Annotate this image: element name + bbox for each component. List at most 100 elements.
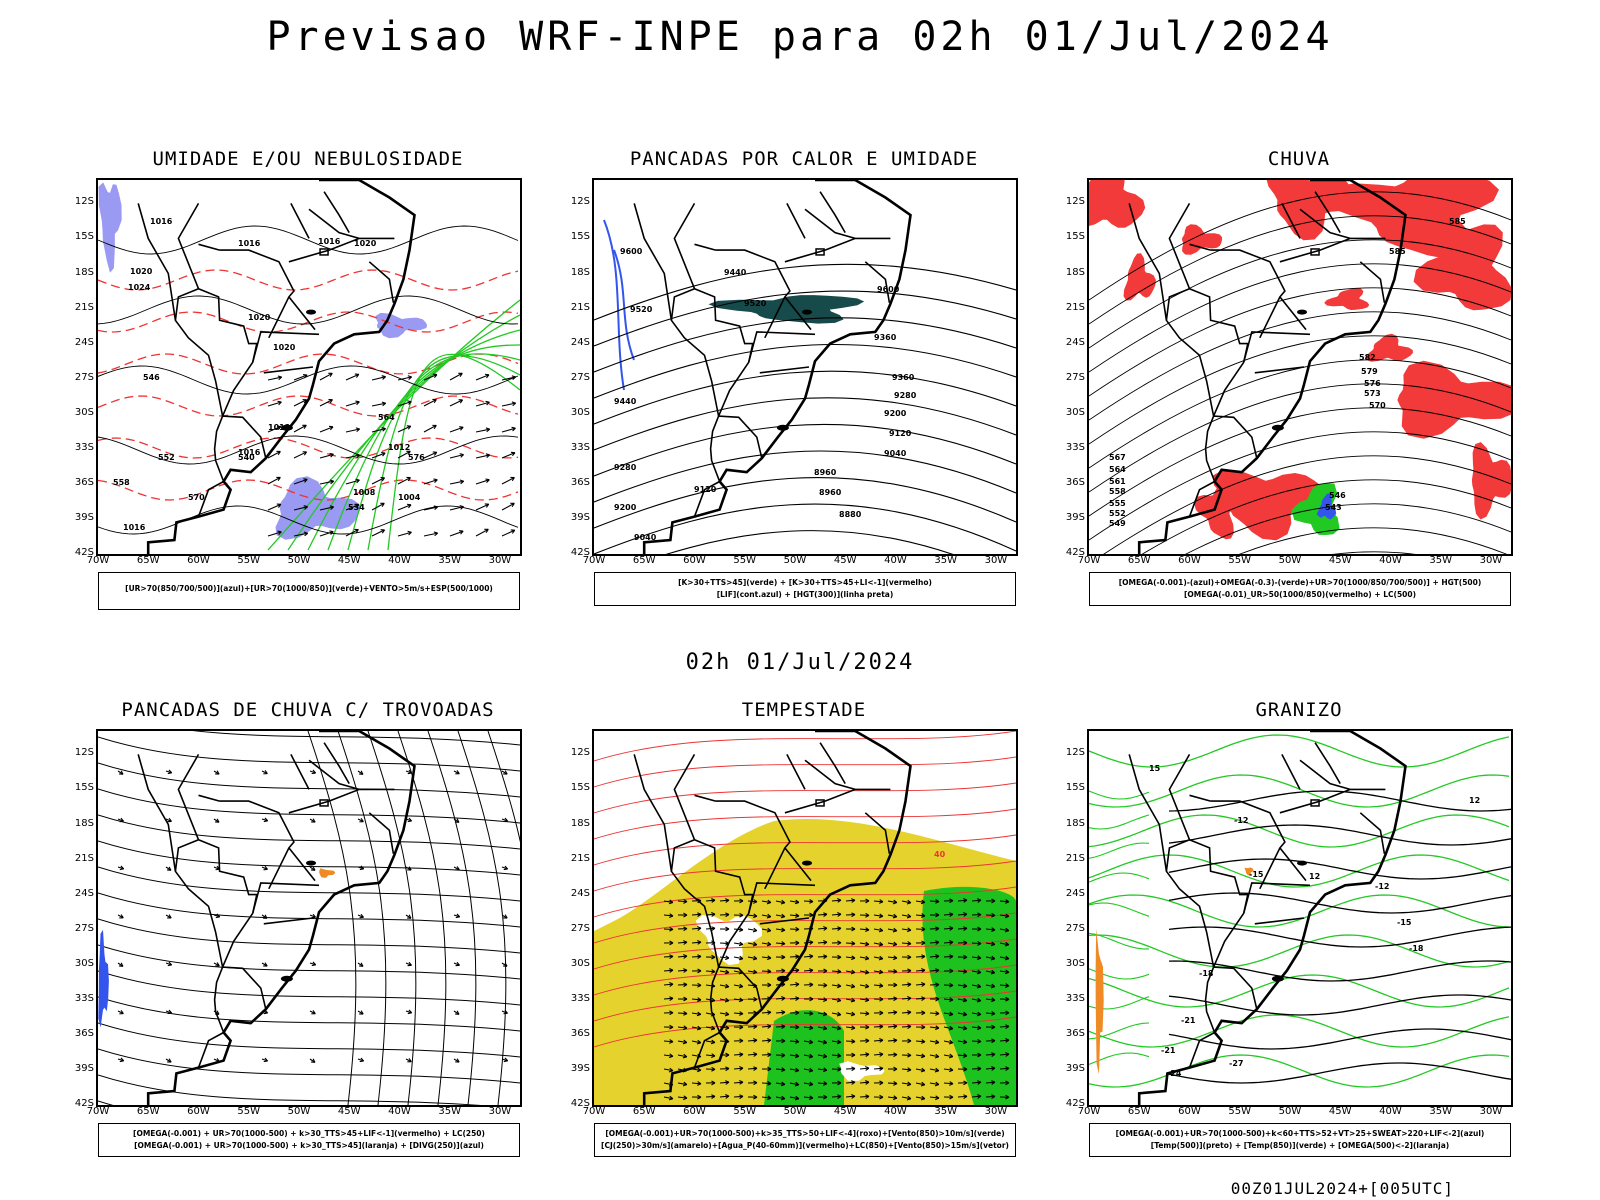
lat-tick-label: 18S [74,266,94,278]
contour-label: 576 [408,453,425,462]
lon-tick-label: 55W [733,1106,757,1117]
contour-label: 1016 [123,523,146,532]
panel-legend: [OMEGA(-0.001) + UR>70(1000-500) + k>30_… [98,1123,520,1157]
middle-time-label: 02h 01/Jul/2024 [685,650,915,675]
contour-label: 585 [1389,247,1406,256]
lat-tick-label: 18S [74,817,94,829]
contour-label: -24 [1167,1069,1182,1078]
map-panel-pancadas-trovoadas [96,729,522,1107]
lon-tick-label: 35W [438,1106,461,1117]
legend-line: [OMEGA(-0.001)+UR>70(1000-500)+k<60+TTS>… [1115,1129,1485,1138]
lat-tick-label: 12S [570,196,590,208]
lat-tick-label: 15S [74,231,94,243]
lat-tick-label: 33S [74,441,94,453]
lon-tick-label: 55W [733,555,757,566]
lon-tick-label: 55W [237,1106,261,1117]
lat-tick-label: 15S [570,231,590,243]
lat-tick-label: 21S [1065,852,1085,864]
contour-label: 546 [143,373,160,382]
lat-tick-label: 42S [570,547,590,558]
contour-label: 9280 [894,391,917,400]
lat-tick-label: 24S [1065,336,1085,348]
lat-tick-label: 15S [1065,231,1085,243]
lat-tick-label: 27S [74,922,94,934]
legend-line: [UR>70(850/700/500)](azul)+[UR>70(1000/8… [125,584,493,593]
lon-tick-label: 50W [287,555,311,566]
lon-tick-label: 45W [337,555,361,566]
contour-label: 573 [1364,389,1381,398]
map-canvas [98,731,520,1105]
lat-tick-label: 24S [74,887,94,899]
lat-tick-label: 24S [74,336,94,348]
legend-line: [K>30+TTS>45](verde) + [K>30+TTS>45+LI<-… [678,578,932,587]
contour-label: -15 [1249,870,1264,879]
lon-tick-label: 30W [984,1106,1008,1117]
lon-tick-label: 35W [934,555,957,566]
lat-tick-label: 33S [570,992,590,1004]
lon-tick-label: 60W [187,555,210,566]
contour-label: 582 [1359,353,1376,362]
lat-tick-label: 33S [1065,992,1085,1004]
contour-label: 552 [1109,509,1126,518]
lat-tick-label: 21S [74,852,94,864]
contour-label: -18 [1409,944,1424,953]
lat-tick-label: 12S [1065,747,1085,759]
contour-label: 567 [1109,453,1126,462]
map-panel-umidade: 1016 1016 1016 1020 1020 1024 1020 1020 1012 1016… [96,178,522,556]
lat-tick-label: 15S [570,782,590,794]
lon-tick-label: 30W [488,555,512,566]
contour-label: 585 [1449,217,1466,226]
contour-label: -21 [1161,1046,1176,1055]
lon-tick-label: 35W [1429,555,1452,566]
contour-label: 9440 [614,397,637,406]
legend-line: [OMEGA(-0.001) + UR>70(1000-500) + k>30_… [134,1141,484,1150]
lon-tick-label: 40W [884,555,907,566]
lat-tick-label: 21S [74,301,94,313]
lat-tick-label: 30S [74,406,94,418]
panel-legend: [UR>70(850/700/500)](azul)+[UR>70(1000/8… [98,572,520,610]
lon-tick-label: 70W [582,555,606,566]
contour-label: 15 [1149,764,1161,773]
contour-label: 558 [113,478,130,487]
contour-label: 1020 [273,343,296,352]
lon-tick-label: 40W [1379,1106,1402,1117]
contour-label: 9200 [614,503,637,512]
lat-tick-label: 27S [1065,922,1085,934]
panel-title: PANCADAS DE CHUVA C/ TROVOADAS [121,699,495,721]
lon-tick-label: 55W [1228,1106,1252,1117]
lat-tick-label: 42S [1065,1098,1085,1109]
lon-tick-label: 45W [337,1106,361,1117]
lat-tick-label: 27S [570,922,590,934]
legend-line: [OMEGA(-0.001) + UR>70(1000-500) + k>30_… [133,1129,485,1138]
contour-label: 1012 [268,423,290,432]
lat-tick-label: 42S [570,1098,590,1109]
contour-label: 1008 [353,488,376,497]
lat-tick-label: 36S [1065,476,1085,488]
lat-tick-label: 36S [74,476,94,488]
contour-label: 1020 [130,267,153,276]
map-canvas: 1016 1016 1016 1020 1020 1024 1020 1020 1012 1016… [98,180,520,554]
lat-tick-label: 33S [570,441,590,453]
contour-label: 9520 [744,299,767,308]
legend-line: [LIF](cont.azul) + [HGT(300)](linha pret… [716,590,894,599]
contour-label: 1020 [248,313,271,322]
lat-tick-label: 39S [74,511,94,523]
lat-tick-label: 15S [1065,782,1085,794]
lat-tick-label: 39S [1065,1062,1085,1074]
map-panel-chuva: 585 585 582 579 576 573 570 567 564 561 558 555 552 5… [1087,178,1513,556]
contour-label: 1012 [388,443,410,452]
map-canvas: 40 [594,731,1016,1105]
lat-tick-label: 27S [570,371,590,383]
lon-tick-label: 30W [488,1106,512,1117]
lon-tick-label: 40W [388,555,411,566]
contour-label: 12 [1309,872,1320,881]
contour-label: -27 [1229,1059,1243,1068]
lon-tick-label: 30W [984,555,1008,566]
panel-legend: [K>30+TTS>45](verde) + [K>30+TTS>45+LI<-… [594,572,1016,606]
contour-label: -21 [1181,1016,1196,1025]
lat-tick-label: 21S [570,301,590,313]
panel-title: TEMPESTADE [741,699,867,721]
map-panel-pancadas-calor: 9600 9600 9520 9440 9520 9440 9360 9280 9200 9120… [592,178,1018,556]
lat-tick-label: 12S [1065,196,1085,208]
contour-label: 549 [1109,519,1126,528]
